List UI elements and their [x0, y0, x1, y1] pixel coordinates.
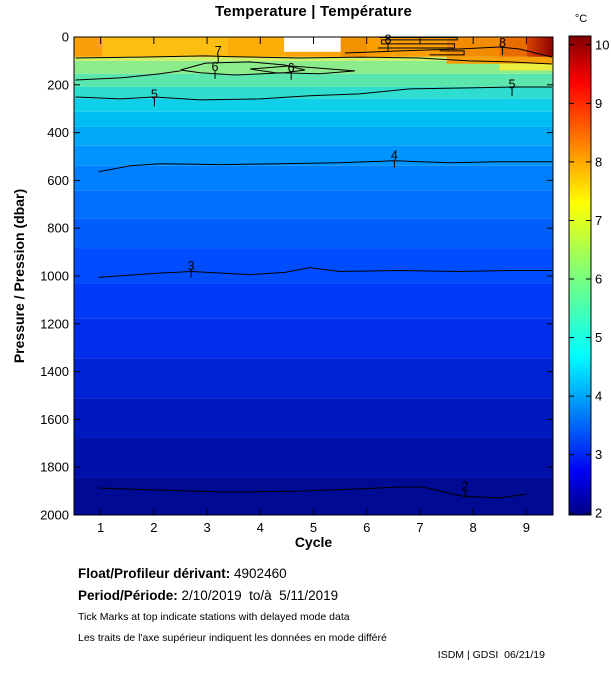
colorbar: 2 3 4 5 6 7 8 9 10: [568, 35, 609, 521]
y-tick-label: 800: [47, 221, 69, 236]
heatmap-band: [74, 318, 553, 359]
colorbar-tick-label: 3: [595, 447, 602, 462]
heatmap-band: [74, 145, 553, 166]
y-tick-label: 1000: [40, 269, 69, 284]
chart-title: Temperature | Température: [214, 3, 413, 20]
x-tick-label: 8: [470, 520, 477, 535]
x-tick-label: 9: [523, 520, 530, 535]
heatmap-depth-bands: [74, 56, 553, 515]
contour-label: 7: [215, 44, 222, 58]
heatmap-band: [74, 218, 553, 249]
y-tick-label: 1400: [40, 364, 69, 379]
heatmap-band: [74, 56, 553, 61]
x-tick-label: 4: [257, 520, 264, 535]
surface-cell: [227, 37, 285, 57]
surface-cell: [102, 37, 228, 57]
heatmap-band: [74, 358, 553, 399]
y-tick-label: 1600: [40, 412, 69, 427]
colorbar-tick-label: 10: [595, 37, 609, 52]
y-tick-label: 200: [47, 77, 69, 92]
contour-label: 3: [188, 259, 195, 273]
x-tick-label: 3: [203, 520, 210, 535]
contour-line-8: [344, 46, 553, 58]
warm-layer-patch: [499, 63, 553, 71]
contour-line-6: [180, 61, 306, 76]
heatmap-band: [74, 248, 553, 284]
float-value: 4902460: [230, 566, 287, 581]
note-delayed-mode-en: Tick Marks at top indicate stations with…: [78, 611, 350, 623]
colorbar-tick-label: 6: [595, 272, 602, 287]
period-label: Period/Période:: [78, 588, 178, 603]
heatmap-band: [74, 438, 553, 478]
contour-line-6: [250, 65, 356, 75]
colorbar-tick-label: 9: [595, 96, 602, 111]
heatmap-band: [74, 126, 553, 146]
x-tick-label: 2: [150, 520, 157, 535]
y-tick-label: 1200: [40, 316, 69, 331]
float-info-line: Float/Profileur dérivant: 4902460: [78, 566, 287, 581]
colorbar-unit-label: °C: [574, 13, 588, 25]
heatmap-band: [74, 398, 553, 439]
contour-line-2: [98, 486, 527, 499]
float-label: Float/Profileur dérivant:: [78, 566, 231, 581]
contour-label: 8: [499, 36, 506, 50]
surface-cell: [499, 37, 527, 57]
contour-label: 6: [288, 61, 295, 75]
heatmap-band: [74, 190, 553, 219]
contour-line-7: [75, 55, 552, 65]
axes: 1 2 3 4 5 6 7 8 9 0 200 400 600 800 1000 1200 1400 1600 18…: [40, 30, 553, 535]
colorbar-tick-label: 4: [595, 389, 602, 404]
colorbar-tick-label: 2: [595, 506, 602, 521]
surface-cell: [74, 37, 103, 57]
contour-line-6: [75, 70, 181, 81]
surface-cell: [340, 37, 368, 57]
x-tick-label: 6: [363, 520, 370, 535]
colorbar-tick-label: 5: [595, 330, 602, 345]
contour-line-3: [98, 267, 552, 278]
y-axis-label: Pressure / Pression (dbar): [11, 188, 27, 364]
contour-lines: 8 8 7 6 6 5 5 4 3 2: [75, 32, 553, 499]
y-tick-label: 600: [47, 173, 69, 188]
x-axis-label: Cycle: [294, 534, 333, 550]
y-tick-label: 1800: [40, 460, 69, 475]
heatmap-band: [74, 86, 553, 99]
x-tick-label: 5: [310, 520, 317, 535]
contour-label: 2: [462, 479, 469, 493]
contour-label: 8: [385, 32, 392, 46]
period-info-line: Period/Période: 2/10/2019 to/à 5/11/2019: [78, 588, 338, 603]
surface-cell: [393, 37, 447, 57]
heatmap-band: [74, 283, 553, 319]
heatmap-band: [74, 165, 553, 191]
surface-cell: [284, 51, 341, 57]
colorbar-tick-label: 8: [595, 154, 602, 169]
x-tick-label: 7: [416, 520, 423, 535]
contour-label: 6: [212, 60, 219, 74]
warm-layer-patch: [446, 56, 553, 64]
y-tick-label: 2000: [40, 508, 69, 523]
contour-label: 5: [509, 77, 516, 91]
credit-text: ISDM | GDSI 06/21/19: [437, 649, 545, 661]
y-tick-label: 400: [47, 125, 69, 140]
heatmap-band: [74, 98, 553, 112]
heatmap-band: [74, 111, 553, 127]
contour-line-5: [75, 86, 552, 101]
period-value: 2/10/2019 to/à 5/11/2019: [177, 588, 339, 603]
contour-line-4: [98, 160, 552, 173]
colorbar-gradient: [568, 35, 592, 516]
x-tick-label: 1: [97, 520, 104, 535]
colorbar-tick-label: 7: [595, 213, 602, 228]
y-tick-label: 0: [62, 30, 69, 45]
contour-label: 4: [391, 148, 398, 162]
surface-cell: [446, 37, 500, 57]
heatmap-band: [74, 73, 553, 87]
contour-line-8: [429, 50, 465, 56]
contour-label: 5: [151, 87, 158, 101]
note-delayed-mode-fr: Les traits de l'axe supérieur indiquent …: [78, 632, 387, 644]
contour-line-8: [377, 37, 458, 49]
surface-cell: [284, 37, 341, 52]
